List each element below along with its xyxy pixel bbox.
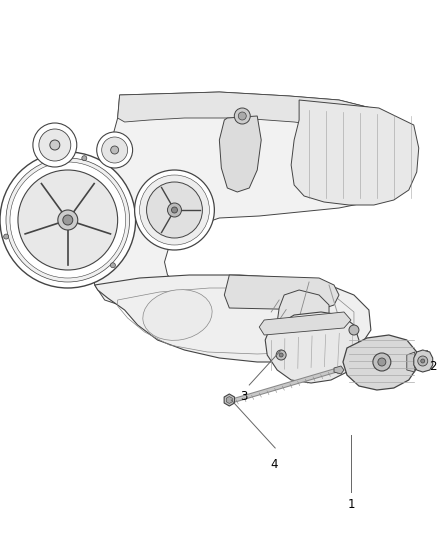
Circle shape (378, 358, 386, 366)
Circle shape (349, 325, 359, 335)
Text: 1: 1 (347, 498, 355, 511)
Text: 3: 3 (240, 390, 248, 403)
Circle shape (102, 137, 127, 163)
Polygon shape (226, 397, 232, 403)
Circle shape (111, 146, 119, 154)
Polygon shape (343, 335, 417, 390)
Polygon shape (414, 350, 433, 372)
Circle shape (33, 123, 77, 167)
Polygon shape (224, 275, 339, 310)
Circle shape (4, 234, 9, 239)
Circle shape (373, 353, 391, 371)
Polygon shape (269, 290, 329, 365)
Circle shape (167, 203, 181, 217)
Text: 4: 4 (270, 458, 278, 471)
Polygon shape (265, 312, 359, 383)
Circle shape (18, 170, 118, 270)
Circle shape (276, 350, 286, 360)
Polygon shape (118, 92, 417, 148)
Circle shape (134, 170, 214, 250)
Polygon shape (92, 92, 417, 305)
Circle shape (421, 359, 425, 363)
Circle shape (6, 158, 130, 282)
Circle shape (82, 156, 87, 160)
Circle shape (418, 356, 428, 366)
Circle shape (97, 132, 133, 168)
Polygon shape (95, 275, 371, 362)
Circle shape (58, 210, 78, 230)
Circle shape (0, 152, 136, 288)
Circle shape (39, 129, 71, 161)
Circle shape (50, 140, 60, 150)
Text: 2: 2 (429, 359, 436, 373)
Circle shape (238, 112, 246, 120)
Polygon shape (219, 116, 261, 192)
Ellipse shape (143, 289, 212, 341)
Polygon shape (291, 100, 419, 205)
Circle shape (279, 353, 283, 357)
Polygon shape (259, 312, 351, 335)
Polygon shape (224, 394, 234, 406)
Circle shape (140, 175, 209, 245)
Circle shape (234, 108, 250, 124)
Circle shape (63, 215, 73, 225)
Polygon shape (407, 352, 415, 372)
Circle shape (147, 182, 202, 238)
Circle shape (172, 207, 177, 213)
Circle shape (10, 162, 126, 278)
Circle shape (110, 263, 115, 268)
Polygon shape (334, 366, 344, 374)
